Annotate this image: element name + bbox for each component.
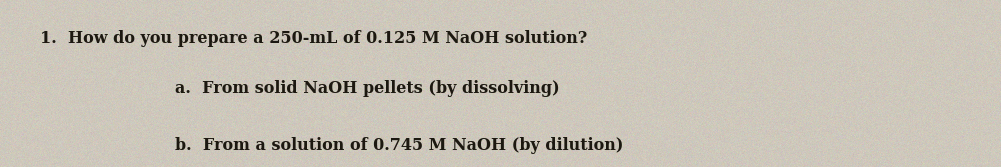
Text: b.  From a solution of 0.745 M NaOH (by dilution): b. From a solution of 0.745 M NaOH (by d… <box>175 137 624 154</box>
Text: 1.  How do you prepare a 250-mL of 0.125 M NaOH solution?: 1. How do you prepare a 250-mL of 0.125 … <box>40 30 588 47</box>
Text: a.  From solid NaOH pellets (by dissolving): a. From solid NaOH pellets (by dissolvin… <box>175 80 560 97</box>
